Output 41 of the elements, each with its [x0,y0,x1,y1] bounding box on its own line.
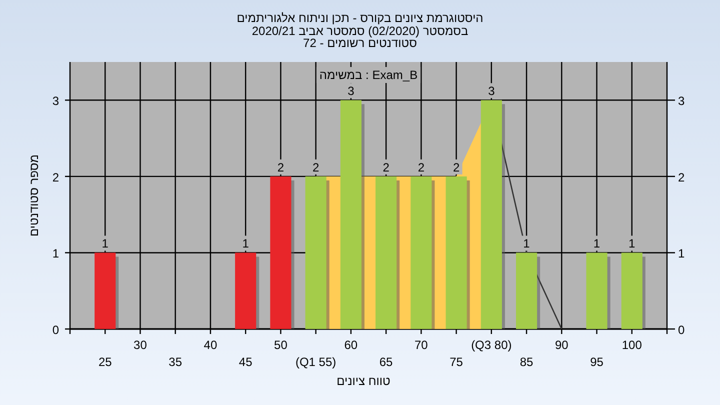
x-tick-label: 100 [622,338,642,352]
data-label: 1 [523,236,530,251]
y-axis-title: מספר סטודנטים [27,154,41,237]
x-tick-label: 25 [98,355,112,369]
x-tick-label: 30 [134,338,148,352]
chart-subtitle: בסמסטר (02/2020) סמסטר אביב 2020/21 סטודנטים רשומים - 72 [252,24,468,50]
data-label: 3 [488,84,496,98]
x-tick-label: (Q3 80) [471,338,512,352]
y2-tick-label: 1 [678,246,685,261]
y-tick-label: 1 [52,246,60,261]
data-label: 2 [418,160,425,174]
x-tick-label: 35 [168,355,182,369]
x-tick-label: 85 [520,355,534,369]
data-label: 1 [242,236,250,251]
data-label: 1 [628,236,636,251]
x-tick-label: 50 [274,338,288,352]
data-label: 1 [593,236,600,251]
y-tick-label: 0 [52,323,60,337]
x-tick-label: 75 [450,355,464,369]
y-tick-label: 2 [52,170,60,184]
data-label: 2 [452,160,460,174]
x-tick-label: 70 [414,338,428,352]
x-tick-label: 65 [379,355,394,369]
y2-tick-label: 3 [678,94,685,108]
data-label: 2 [277,160,284,174]
x-tick-label: 60 [344,338,358,352]
data-label: 2 [312,160,320,174]
data-label: 2 [382,160,390,174]
data-label: 3 [348,84,355,98]
y2-tick-label: 2 [678,170,685,184]
x-tick-label: 90 [554,338,569,352]
y-tick-label: 3 [52,94,60,108]
y2-tick-label: 0 [678,323,685,337]
data-label: 1 [102,236,109,251]
x-tick-label: 95 [590,355,604,369]
annotation: Exam_B : במשימה [319,68,418,82]
x-tick-label: 45 [238,355,253,369]
chart-title: היסטוגרמת ציונים בקורס - תכן וניתוח אלגוריתמים [236,11,484,25]
x-tick-label: (Q1 55) [295,355,336,369]
x-tick-label: 40 [204,338,218,352]
x-axis-title: טווח ציונים [336,374,391,388]
